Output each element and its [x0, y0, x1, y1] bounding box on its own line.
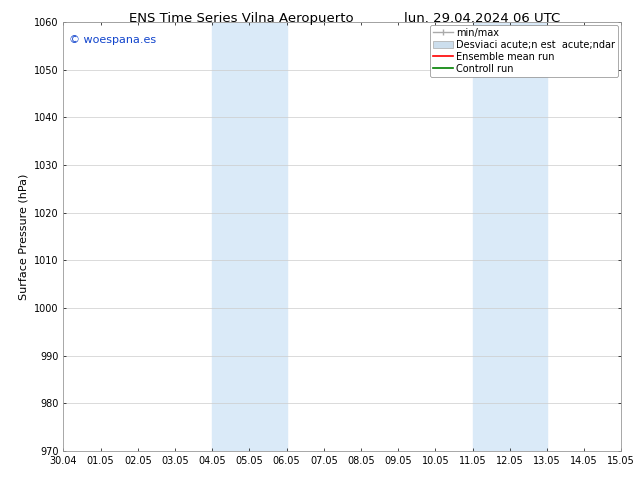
Text: lun. 29.04.2024 06 UTC: lun. 29.04.2024 06 UTC — [404, 12, 560, 25]
Text: ENS Time Series Vilna Aeropuerto: ENS Time Series Vilna Aeropuerto — [129, 12, 353, 25]
Y-axis label: Surface Pressure (hPa): Surface Pressure (hPa) — [18, 173, 29, 299]
Text: © woespana.es: © woespana.es — [69, 35, 156, 45]
Bar — [472, 22, 547, 451]
Bar — [212, 22, 287, 451]
Legend: min/max, Desviaci acute;n est  acute;ndar, Ensemble mean run, Controll run: min/max, Desviaci acute;n est acute;ndar… — [430, 25, 618, 76]
